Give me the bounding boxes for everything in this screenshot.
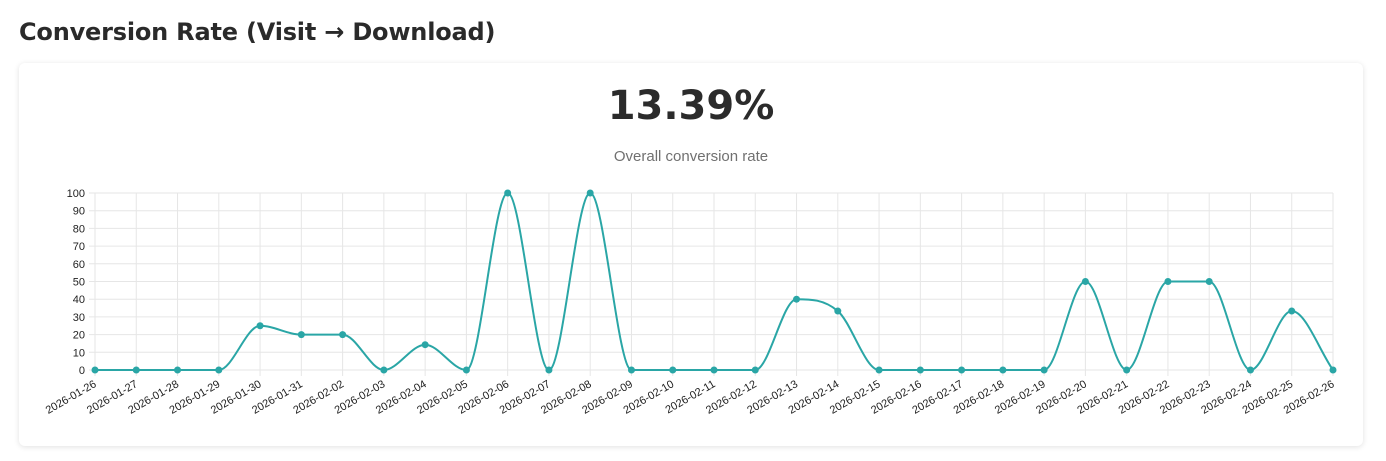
conversion-rate-value: 13.39%: [607, 83, 775, 129]
data-point[interactable]: [91, 366, 99, 374]
data-point[interactable]: [751, 366, 759, 374]
data-point[interactable]: [958, 366, 966, 374]
data-point[interactable]: [132, 366, 140, 374]
series-points[interactable]: [91, 189, 1337, 374]
y-tick-label: 70: [73, 241, 85, 253]
data-point[interactable]: [339, 331, 347, 339]
data-point[interactable]: [421, 341, 429, 349]
y-tick-label: 50: [73, 277, 85, 289]
data-point[interactable]: [1040, 366, 1048, 374]
data-point[interactable]: [793, 295, 801, 303]
y-tick-label: 30: [73, 312, 85, 324]
data-point[interactable]: [504, 189, 512, 197]
data-point[interactable]: [380, 366, 388, 374]
y-axis-ticks: 0 10 20 30 40 50 60 70 80 90 100: [67, 188, 85, 377]
y-tick-label: 100: [67, 188, 85, 200]
y-tick-label: 40: [73, 294, 85, 306]
page-title: Conversion Rate (Visit → Download): [19, 18, 496, 46]
data-point[interactable]: [1123, 366, 1131, 374]
data-point[interactable]: [545, 366, 553, 374]
data-point[interactable]: [669, 366, 677, 374]
data-point[interactable]: [1081, 278, 1089, 285]
y-tick-label: 10: [73, 347, 85, 359]
data-point[interactable]: [916, 366, 924, 374]
y-tick-label: 60: [73, 259, 85, 271]
x-axis-ticks: 2026-01-262026-01-272026-01-282026-01-29…: [44, 378, 1337, 417]
data-point[interactable]: [1288, 307, 1296, 315]
data-point[interactable]: [710, 366, 718, 374]
data-point[interactable]: [256, 322, 264, 330]
data-point[interactable]: [1329, 366, 1337, 374]
data-point[interactable]: [1164, 278, 1172, 285]
data-point[interactable]: [875, 366, 883, 374]
conversion-rate-label: Overall conversion rate: [613, 148, 769, 165]
data-point[interactable]: [999, 366, 1007, 374]
data-point[interactable]: [586, 189, 594, 197]
data-point[interactable]: [1246, 366, 1254, 374]
data-point[interactable]: [834, 307, 842, 315]
y-tick-label: 80: [73, 223, 85, 235]
y-tick-label: 0: [79, 365, 85, 377]
chart-grid: [89, 192, 1334, 376]
data-point[interactable]: [215, 366, 223, 374]
data-point[interactable]: [297, 331, 305, 339]
y-tick-label: 20: [73, 330, 85, 342]
data-point[interactable]: [462, 366, 470, 374]
data-point[interactable]: [627, 366, 635, 374]
conversion-line-chart: 0 10 20 30 40 50 60 70 80 90 100 2026-01-262026-01…: [44, 188, 1337, 417]
data-point[interactable]: [1205, 278, 1213, 285]
data-point[interactable]: [174, 366, 182, 374]
y-tick-label: 90: [73, 206, 85, 218]
chart-card: 13.39% Overall conversion rate 0 10 20 30 40…: [19, 63, 1363, 446]
